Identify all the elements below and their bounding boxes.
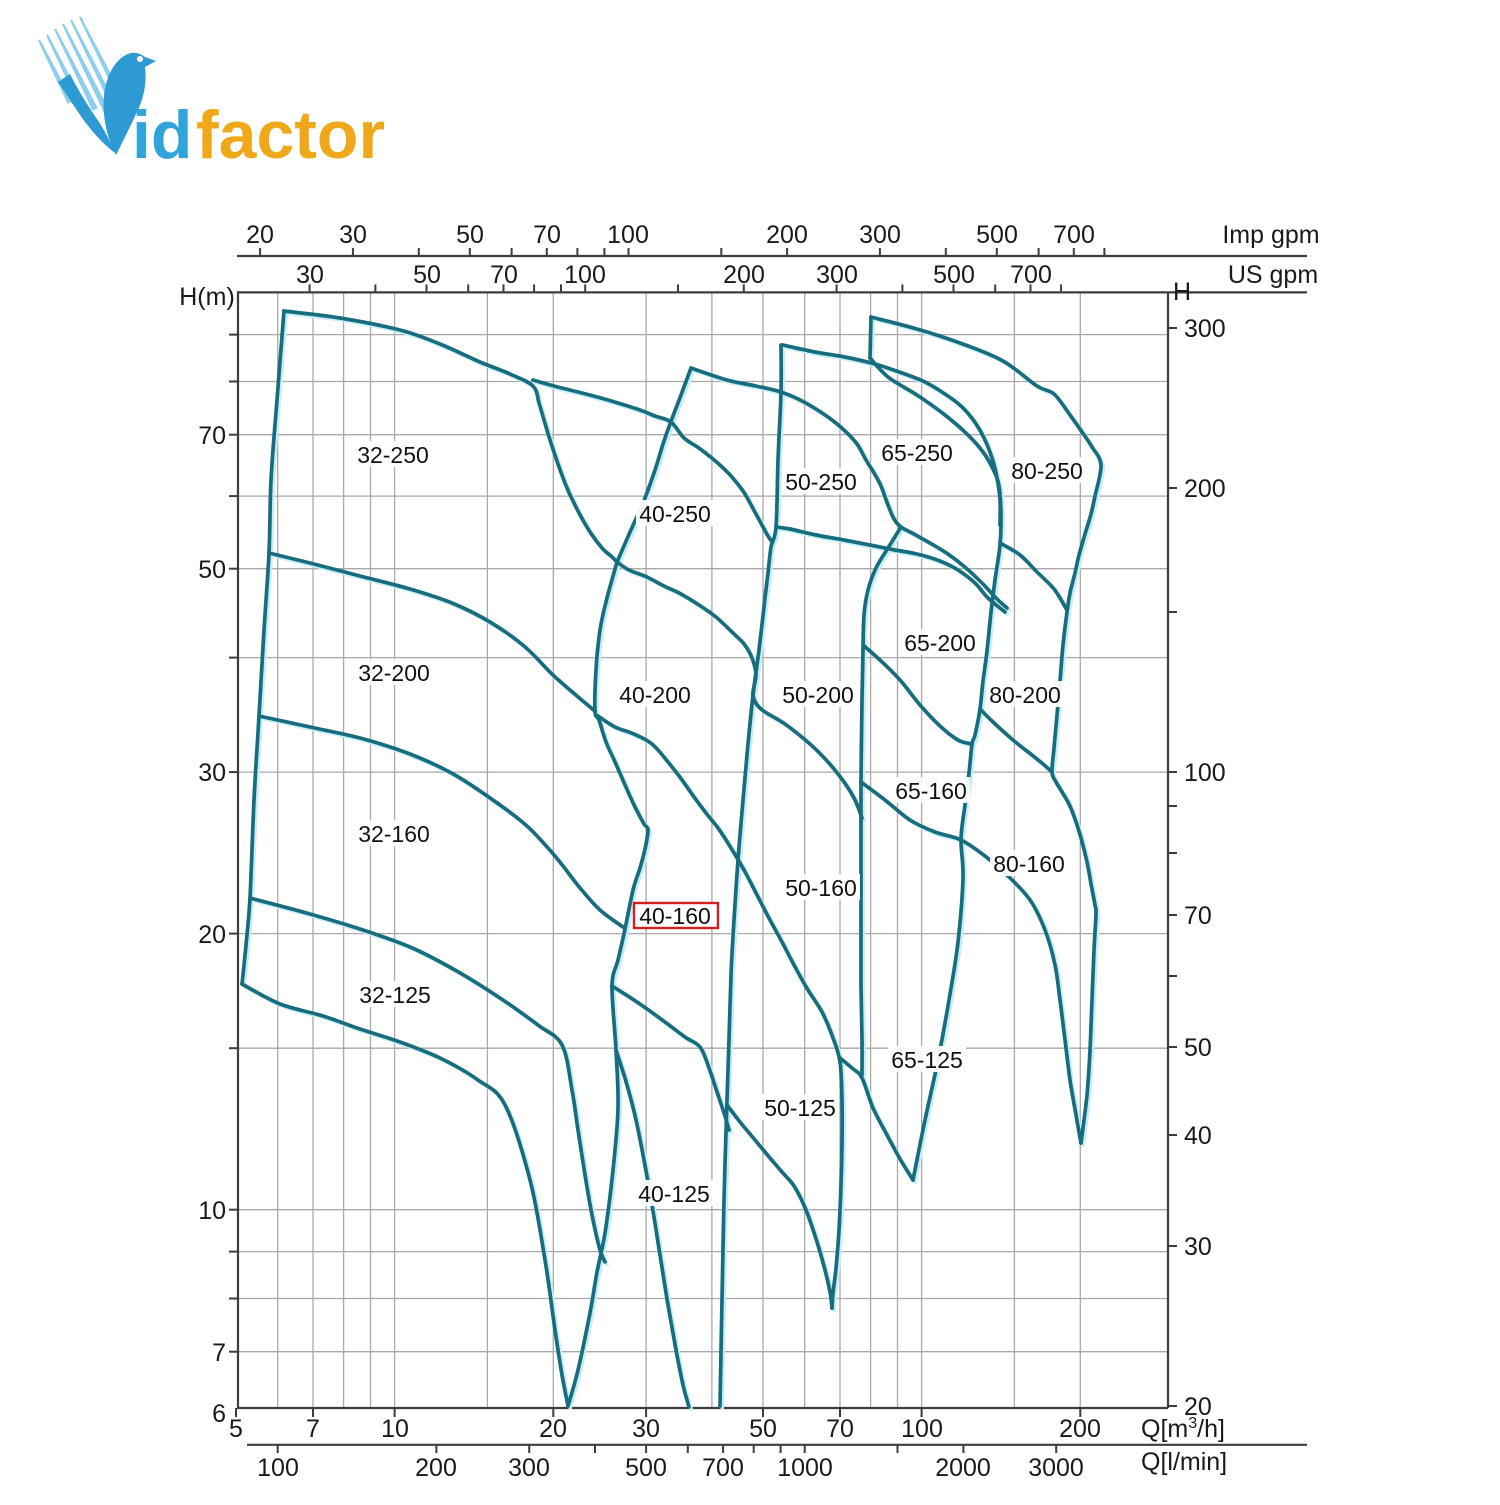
svg-text:32-160: 32-160 bbox=[358, 821, 430, 847]
svg-text:7: 7 bbox=[212, 1339, 226, 1367]
svg-text:40-125: 40-125 bbox=[638, 1181, 710, 1207]
svg-text:65-160: 65-160 bbox=[895, 778, 967, 804]
svg-text:200: 200 bbox=[766, 221, 808, 249]
svg-text:30: 30 bbox=[632, 1415, 660, 1443]
svg-text:300: 300 bbox=[816, 261, 858, 289]
svg-text:3000: 3000 bbox=[1028, 1454, 1084, 1482]
svg-text:700: 700 bbox=[702, 1454, 744, 1482]
svg-text:80-250: 80-250 bbox=[1011, 458, 1083, 484]
svg-text:70: 70 bbox=[826, 1415, 854, 1443]
svg-text:200: 200 bbox=[1059, 1415, 1101, 1443]
svg-text:100: 100 bbox=[564, 261, 606, 289]
svg-text:40-250: 40-250 bbox=[639, 501, 711, 527]
svg-text:Q[l/min]: Q[l/min] bbox=[1141, 1448, 1227, 1476]
svg-text:65-125: 65-125 bbox=[891, 1047, 963, 1073]
svg-text:50: 50 bbox=[1184, 1034, 1212, 1062]
svg-text:700: 700 bbox=[1053, 221, 1095, 249]
svg-text:100: 100 bbox=[1184, 759, 1226, 787]
svg-text:50: 50 bbox=[456, 221, 484, 249]
svg-text:500: 500 bbox=[625, 1454, 667, 1482]
svg-text:6: 6 bbox=[212, 1400, 226, 1428]
svg-text:70: 70 bbox=[490, 261, 518, 289]
svg-text:30: 30 bbox=[198, 759, 226, 787]
svg-text:32-125: 32-125 bbox=[359, 982, 431, 1008]
svg-text:30: 30 bbox=[296, 261, 324, 289]
svg-text:US gpm: US gpm bbox=[1228, 261, 1318, 289]
svg-text:32-250: 32-250 bbox=[357, 442, 429, 468]
svg-text:10: 10 bbox=[198, 1197, 226, 1225]
svg-text:100: 100 bbox=[257, 1454, 299, 1482]
svg-text:Imp gpm: Imp gpm bbox=[1222, 221, 1319, 249]
svg-text:70: 70 bbox=[533, 221, 561, 249]
svg-text:32-200: 32-200 bbox=[358, 660, 430, 686]
svg-text:80-200: 80-200 bbox=[989, 682, 1061, 708]
svg-text:70: 70 bbox=[1184, 902, 1212, 930]
svg-text:80-160: 80-160 bbox=[993, 851, 1065, 877]
svg-text:20: 20 bbox=[246, 221, 274, 249]
svg-text:200: 200 bbox=[1184, 475, 1226, 503]
svg-text:65-250: 65-250 bbox=[881, 440, 953, 466]
svg-text:20: 20 bbox=[1184, 1393, 1212, 1421]
svg-text:H(m): H(m) bbox=[179, 283, 235, 311]
svg-text:30: 30 bbox=[1184, 1233, 1212, 1261]
svg-text:Q[m3/h]: Q[m3/h] bbox=[1141, 1415, 1225, 1443]
svg-text:200: 200 bbox=[723, 261, 765, 289]
svg-text:10: 10 bbox=[381, 1415, 409, 1443]
svg-text:500: 500 bbox=[933, 261, 975, 289]
svg-text:1000: 1000 bbox=[777, 1454, 833, 1482]
svg-text:40: 40 bbox=[1184, 1122, 1212, 1150]
svg-text:65-200: 65-200 bbox=[904, 630, 976, 656]
svg-text:5: 5 bbox=[229, 1415, 243, 1443]
svg-text:50: 50 bbox=[413, 261, 441, 289]
svg-text:50-200: 50-200 bbox=[782, 682, 854, 708]
svg-text:700: 700 bbox=[1010, 261, 1052, 289]
svg-text:50-125: 50-125 bbox=[764, 1095, 836, 1121]
svg-text:40-160: 40-160 bbox=[639, 903, 711, 929]
svg-text:50-160: 50-160 bbox=[785, 875, 857, 901]
svg-text:300: 300 bbox=[859, 221, 901, 249]
svg-text:id: id bbox=[132, 97, 192, 173]
svg-text:200: 200 bbox=[415, 1454, 457, 1482]
svg-text:500: 500 bbox=[976, 221, 1018, 249]
svg-text:300: 300 bbox=[508, 1454, 550, 1482]
svg-text:50: 50 bbox=[749, 1415, 777, 1443]
svg-text:20: 20 bbox=[198, 921, 226, 949]
svg-text:30: 30 bbox=[339, 221, 367, 249]
svg-text:H: H bbox=[1173, 278, 1191, 306]
svg-text:40-200: 40-200 bbox=[619, 682, 691, 708]
svg-text:70: 70 bbox=[198, 422, 226, 450]
svg-text:20: 20 bbox=[539, 1415, 567, 1443]
svg-text:50-250: 50-250 bbox=[785, 469, 857, 495]
svg-text:7: 7 bbox=[306, 1415, 320, 1443]
svg-text:50: 50 bbox=[198, 556, 226, 584]
svg-text:factor: factor bbox=[196, 97, 385, 173]
svg-text:100: 100 bbox=[607, 221, 649, 249]
svg-text:300: 300 bbox=[1184, 315, 1226, 343]
svg-text:2000: 2000 bbox=[935, 1454, 991, 1482]
svg-text:100: 100 bbox=[901, 1415, 943, 1443]
